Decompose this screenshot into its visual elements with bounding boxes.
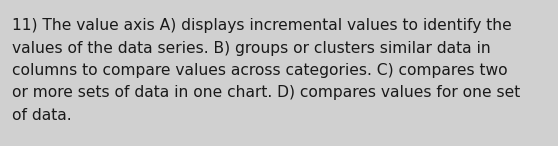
Text: columns to compare values across categories. C) compares two: columns to compare values across categor… xyxy=(12,63,508,78)
Text: values of the data series. B) groups or clusters similar data in: values of the data series. B) groups or … xyxy=(12,40,490,55)
Text: or more sets of data in one chart. D) compares values for one set: or more sets of data in one chart. D) co… xyxy=(12,86,520,100)
Text: 11) The value axis A) displays incremental values to identify the: 11) The value axis A) displays increment… xyxy=(12,18,512,33)
Text: of data.: of data. xyxy=(12,108,71,123)
